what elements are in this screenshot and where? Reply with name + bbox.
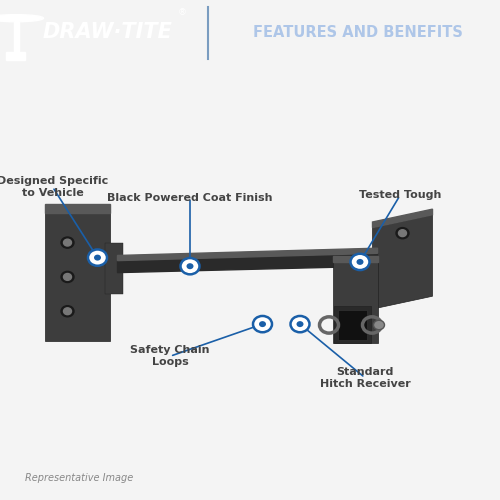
Circle shape xyxy=(350,254,370,270)
Polygon shape xyxy=(332,256,378,262)
Circle shape xyxy=(296,321,304,327)
Circle shape xyxy=(64,274,72,280)
Circle shape xyxy=(61,306,74,317)
Text: Designed Specific
to Vehicle: Designed Specific to Vehicle xyxy=(0,176,108,198)
Circle shape xyxy=(186,263,194,269)
Circle shape xyxy=(374,320,384,330)
Circle shape xyxy=(259,321,266,327)
Polygon shape xyxy=(45,204,110,212)
Circle shape xyxy=(253,316,272,332)
Bar xyxy=(14,22,19,55)
Circle shape xyxy=(64,308,72,314)
Circle shape xyxy=(356,259,364,265)
Polygon shape xyxy=(118,248,378,260)
Bar xyxy=(334,306,371,344)
Text: Tested Tough: Tested Tough xyxy=(359,190,441,200)
Polygon shape xyxy=(372,214,432,309)
Polygon shape xyxy=(332,262,378,344)
Bar xyxy=(338,310,367,340)
Text: Standard
Hitch Receiver: Standard Hitch Receiver xyxy=(320,367,410,388)
Text: Black Powered Coat Finish: Black Powered Coat Finish xyxy=(107,192,273,202)
Bar xyxy=(6,52,25,60)
Text: ®: ® xyxy=(178,8,186,18)
Polygon shape xyxy=(372,209,432,228)
Polygon shape xyxy=(118,254,378,272)
Circle shape xyxy=(0,14,44,22)
Circle shape xyxy=(180,258,200,274)
Circle shape xyxy=(290,316,310,332)
Circle shape xyxy=(398,230,406,236)
Circle shape xyxy=(94,254,101,260)
Circle shape xyxy=(88,250,107,266)
Circle shape xyxy=(64,239,72,246)
Circle shape xyxy=(61,237,74,248)
Text: DRAW·TITE: DRAW·TITE xyxy=(42,22,172,42)
Text: Safety Chain
Loops: Safety Chain Loops xyxy=(130,346,210,367)
Polygon shape xyxy=(45,212,110,342)
Circle shape xyxy=(396,228,409,238)
Text: Representative Image: Representative Image xyxy=(25,473,133,483)
Text: FEATURES AND BENEFITS: FEATURES AND BENEFITS xyxy=(252,25,462,40)
Polygon shape xyxy=(105,242,122,294)
Circle shape xyxy=(61,272,74,282)
